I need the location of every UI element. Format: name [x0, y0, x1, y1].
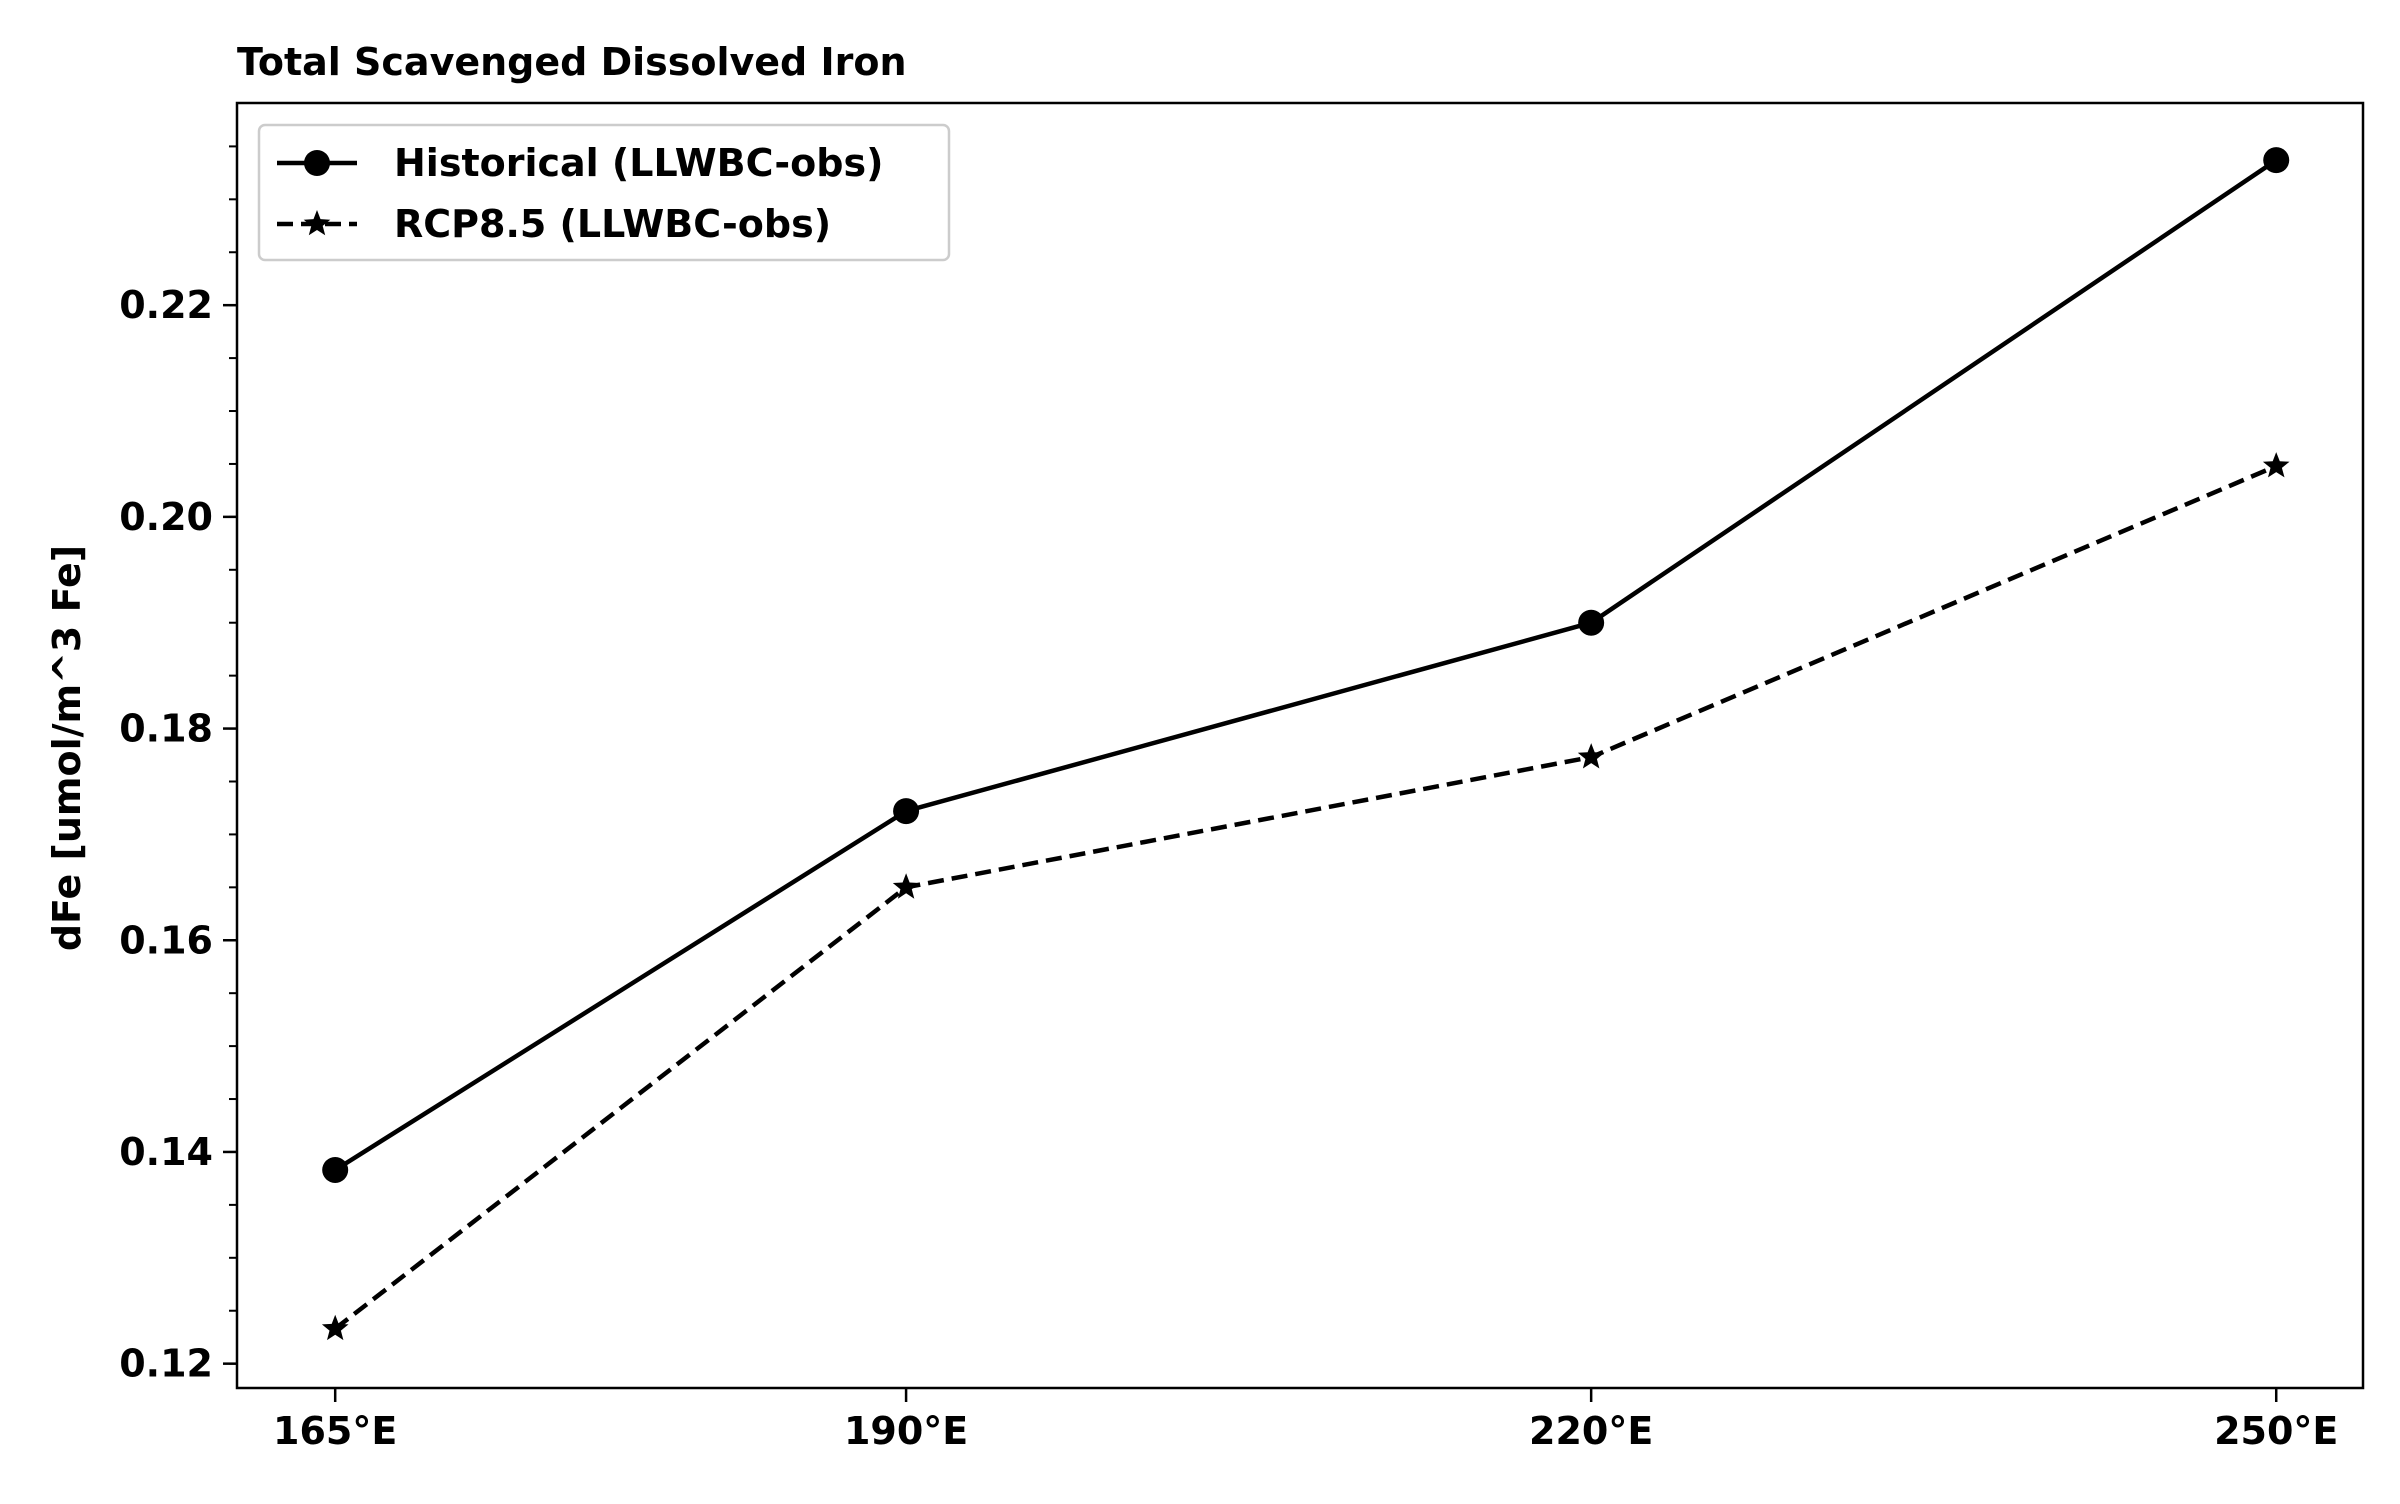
data-point-historical: [893, 798, 920, 825]
data-point-rcp85: [321, 1314, 349, 1341]
data-point-rcp85: [2262, 452, 2290, 478]
legend-marker-historical: [304, 150, 330, 176]
y-tick-label: 0.22: [119, 283, 213, 327]
legend-box: [257, 123, 951, 262]
y-tick-label: 0.12: [119, 1342, 213, 1386]
x-tick-label: 220°E: [1529, 1409, 1653, 1453]
series-line-rcp85: [333, 464, 2278, 1331]
y-tick-label: 0.18: [119, 707, 213, 751]
x-tick-label: 165°E: [273, 1409, 397, 1453]
plot-series: [321, 147, 2290, 1341]
axes: 0.12 0.14 0.16 0.18 0.20 0.22 165°E 190°E 220°E 2…: [119, 101, 2365, 1453]
legend: Historical (LLWBC-obs) RCP8.5 (LLWBC-obs): [257, 123, 951, 262]
chart-title: Total Scavenged Dissolved Iron: [237, 40, 907, 84]
data-point-historical: [322, 1156, 349, 1183]
y-axis-label: dFe [umol/m^3 Fe]: [45, 545, 89, 951]
x-tick-label: 190°E: [844, 1409, 968, 1453]
data-point-rcp85: [892, 873, 920, 899]
legend-label-historical: Historical (LLWBC-obs): [394, 141, 883, 185]
plot-frame: [235, 101, 2365, 1390]
y-tick-label: 0.16: [119, 918, 213, 962]
data-point-historical: [1578, 609, 1605, 636]
series-line-historical: [334, 158, 2278, 1172]
legend-marker-rcp85: [303, 210, 331, 236]
x-tick-label: 250°E: [2214, 1409, 2338, 1453]
data-point-rcp85: [1577, 743, 1605, 769]
y-tick-label: 0.20: [119, 495, 213, 539]
data-point-historical: [2263, 147, 2290, 174]
legend-label-rcp85: RCP8.5 (LLWBC-obs): [394, 202, 831, 246]
y-tick-label: 0.14: [119, 1130, 213, 1174]
